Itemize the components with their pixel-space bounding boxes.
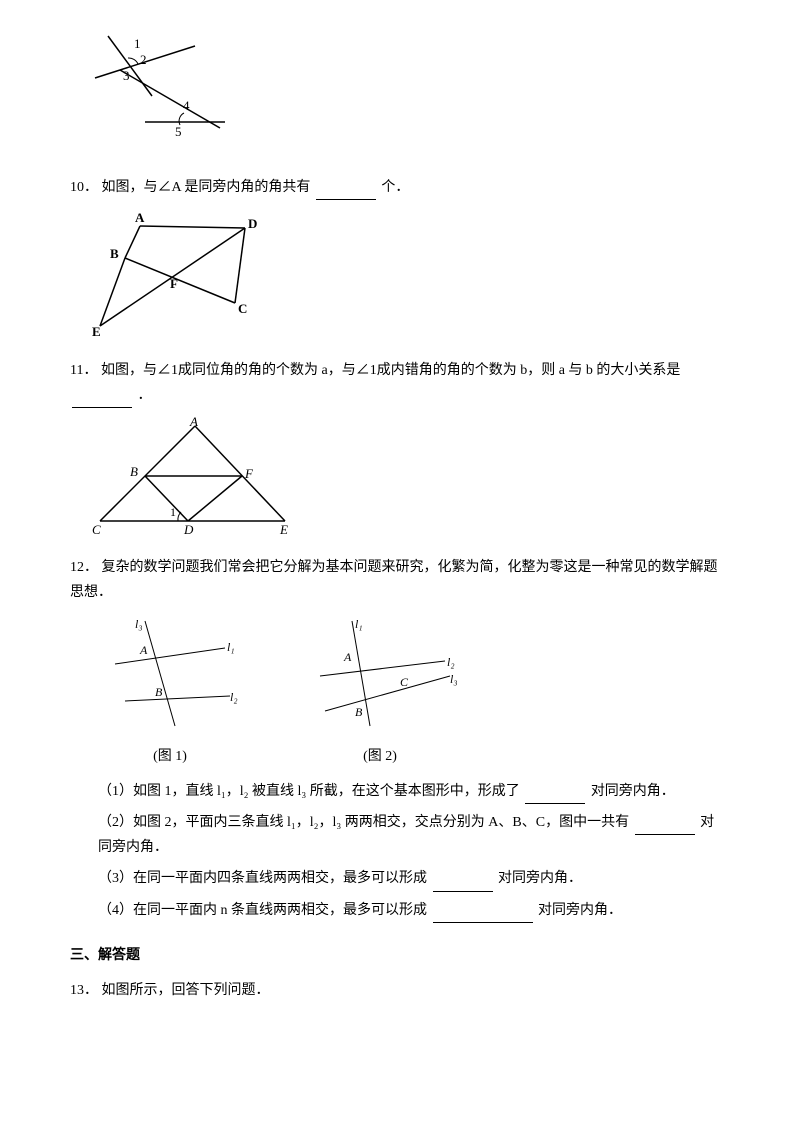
q11-diagram: A B F C D E 1: [90, 416, 724, 545]
fig1-l3: l₃: [135, 617, 143, 631]
q10-text2: 个．: [381, 180, 409, 195]
angle-1: 1: [170, 505, 176, 519]
angle-3-label: 3: [123, 68, 130, 83]
label-C: C: [92, 522, 101, 536]
label-B: B: [110, 246, 119, 261]
q11-blank: [72, 391, 132, 408]
fig1-l1: l₁: [227, 640, 235, 654]
q11-text1: 如图，与∠1成同位角的角的个数为 a，与∠1成内错角的角的个数为 b，则 a 与…: [101, 363, 680, 378]
q10-diagram: A D B F C E: [90, 208, 724, 347]
label-F: F: [244, 466, 254, 481]
q12-sub4-blank: [433, 906, 533, 923]
q13-text: 如图所示，回答下列问题．: [102, 983, 270, 998]
label-A: A: [135, 210, 145, 225]
q12-sub1: （1）如图 1，直线 l₁，l₂ 被直线 l₃ 所截，在这个基本图形中，形成了 …: [98, 779, 724, 804]
fig1-caption: (图 1): [100, 744, 240, 769]
question-13: 13． 如图所示，回答下列问题．: [70, 978, 724, 1003]
q12-sub4: （4）在同一平面内 n 条直线两两相交，最多可以形成 对同旁内角．: [98, 898, 724, 923]
label-D: D: [248, 216, 257, 231]
label-C: C: [238, 301, 247, 316]
q12-sub3: （3）在同一平面内四条直线两两相交，最多可以形成 对同旁内角．: [98, 866, 724, 891]
label-E: E: [279, 522, 288, 536]
q10-number: 10．: [70, 180, 98, 195]
angle-2-label: 2: [140, 52, 147, 67]
section-3-heading: 三、解答题: [70, 943, 724, 968]
angle-1-label: 1: [134, 36, 141, 51]
fig2-l1: l₁: [355, 617, 363, 631]
label-B: B: [130, 464, 138, 479]
q12-text: 复杂的数学问题我们常会把它分解为基本问题来研究，化繁为简，化整为零这是一种常见的…: [70, 560, 718, 600]
fig1-l2: l₂: [230, 690, 238, 704]
q10-blank: [316, 183, 376, 200]
q12-sub1-blank: [525, 787, 585, 804]
q12-sub2-blank: [635, 818, 695, 835]
question-12: 12． 复杂的数学问题我们常会把它分解为基本问题来研究，化繁为简，化整为零这是一…: [70, 555, 724, 923]
fig2-caption: (图 2): [300, 744, 460, 769]
q12-number: 12．: [70, 560, 98, 575]
angle-5-label: 5: [175, 124, 182, 139]
q13-number: 13．: [70, 983, 98, 998]
angle-4-label: 4: [183, 98, 190, 113]
fig2-B: B: [355, 705, 363, 719]
label-D: D: [183, 522, 194, 536]
q12-diagram-2: l₁ A l₂ C l₃ B (图 2): [300, 616, 460, 769]
q11-text2: ．: [138, 388, 152, 403]
q12-diagram-1: l₃ A l₁ B l₂ (图 1): [100, 616, 240, 769]
q11-number: 11．: [70, 363, 97, 378]
label-A: A: [189, 416, 198, 429]
q10-text1: 如图，与∠A 是同旁内角的角共有: [102, 180, 311, 195]
q9-diagram: 1 2 3 4 5: [90, 28, 724, 167]
fig2-A: A: [343, 650, 352, 664]
question-10: 10． 如图，与∠A 是同旁内角的角共有 个． A D B F C E: [70, 175, 724, 347]
question-11: 11． 如图，与∠1成同位角的角的个数为 a，与∠1成内错角的角的个数为 b，则…: [70, 358, 724, 546]
fig2-l3: l₃: [450, 672, 458, 686]
fig1-A: A: [139, 643, 148, 657]
label-F: F: [170, 276, 178, 291]
q12-sub3-blank: [433, 875, 493, 892]
label-E: E: [92, 324, 101, 338]
q12-sub2: （2）如图 2，平面内三条直线 l₁，l₂，l₃ 两两相交，交点分别为 A、B、…: [98, 810, 724, 860]
fig1-B: B: [155, 685, 163, 699]
fig2-l2: l₂: [447, 655, 455, 669]
fig2-C: C: [400, 675, 409, 689]
